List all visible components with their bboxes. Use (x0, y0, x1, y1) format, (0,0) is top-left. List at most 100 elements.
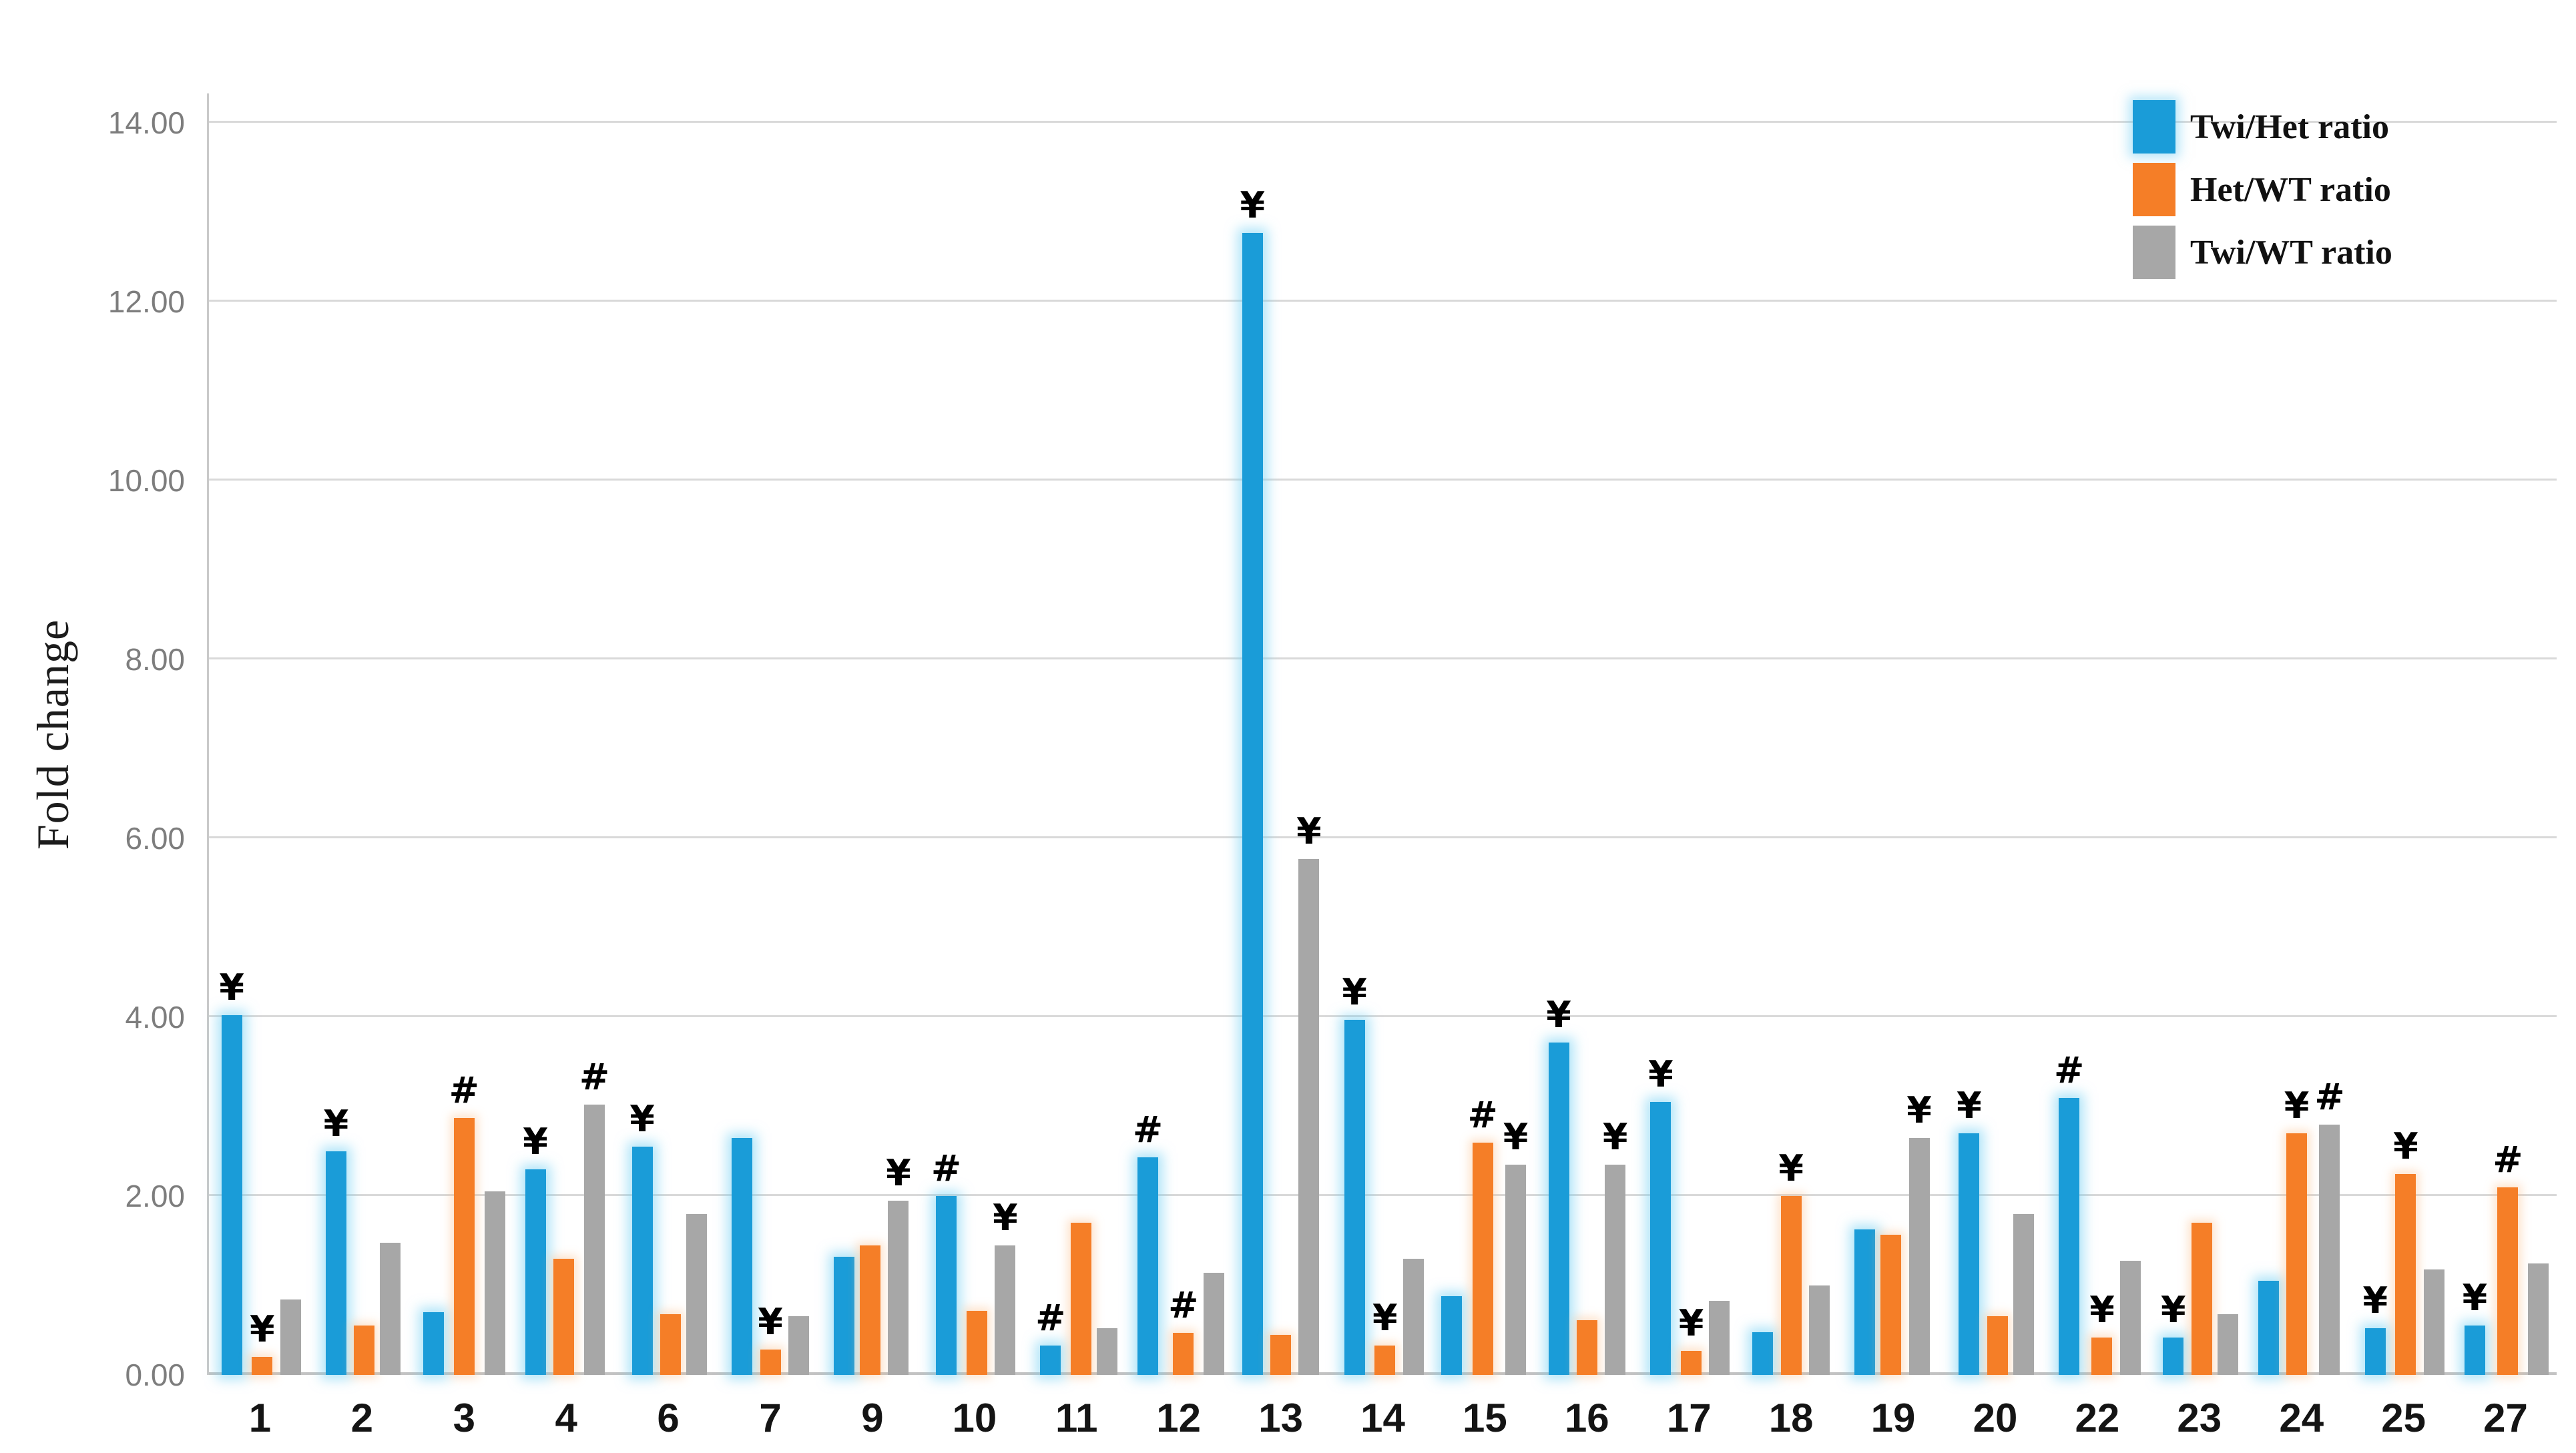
bar-col (1987, 93, 2008, 1375)
significance-annotation: ¥ (323, 1103, 349, 1145)
significance-annotation: ¥ (1372, 1296, 1398, 1339)
significance-annotation: ¥ (1240, 184, 1266, 227)
bar-col: # (1168, 93, 1198, 1375)
bar-twi-het-ratio (423, 1312, 444, 1375)
significance-annotation: ¥ (886, 1151, 911, 1194)
bar-col (660, 93, 681, 1375)
significance-annotation: ¥ (2362, 1279, 2388, 1322)
gridline-y-14 (209, 121, 2557, 123)
bar-twi-het-ratio (325, 1151, 346, 1375)
significance-annotation: # (2314, 1075, 2345, 1118)
bar-col: ¥ (1546, 93, 1571, 1375)
significance-annotation: ¥ (1342, 971, 1367, 1014)
y-tick-label: 8.00 (125, 642, 185, 677)
x-tick-label: 2 (350, 1396, 374, 1440)
bar-col (423, 93, 444, 1375)
bar-group-20: ¥ (1945, 93, 2047, 1375)
significance-annotation: ¥ (1648, 1053, 1673, 1096)
bar-col: # (2314, 93, 2345, 1375)
bar-group-23: ¥ (2148, 93, 2250, 1375)
y-tick-label: 14.00 (107, 105, 185, 141)
bar-col: ¥ (323, 93, 349, 1375)
bar-col (1097, 93, 1118, 1375)
bar-twi-wt-ratio (2119, 1260, 2141, 1375)
bar-col (967, 93, 988, 1375)
x-tick-label: 23 (2177, 1396, 2222, 1440)
significance-annotation: ¥ (1957, 1085, 1982, 1127)
bar-col (1576, 93, 1597, 1375)
bar-col: # (579, 93, 609, 1375)
bar-col (380, 93, 401, 1375)
bar-twi-wt-ratio (2217, 1314, 2238, 1375)
bar-col: ¥ (2393, 93, 2418, 1375)
x-tick-label: 18 (1768, 1396, 1814, 1440)
bar-group-9: ¥ (821, 93, 923, 1375)
bar-col: ¥ (1679, 93, 1704, 1375)
bar-twi-wt-ratio (1505, 1165, 1527, 1375)
bar-col: # (1035, 93, 1065, 1375)
bar-col: ¥ (219, 93, 244, 1375)
bar-col: ¥ (1240, 93, 1266, 1375)
y-axis-title-wrap: Fold change (0, 93, 107, 1375)
bar-twi-het-ratio (525, 1169, 546, 1375)
significance-annotation: # (1467, 1093, 1498, 1136)
bar-col: ¥ (629, 93, 655, 1375)
bar-het-wt-ratio (1880, 1234, 1902, 1375)
significance-annotation: # (1132, 1109, 1164, 1151)
bar-twi-het-ratio (732, 1137, 753, 1375)
bar-twi-wt-ratio (1709, 1300, 1730, 1375)
significance-annotation: # (1035, 1296, 1066, 1339)
significance-annotation: ¥ (1602, 1116, 1628, 1159)
bar-het-wt-ratio (1681, 1350, 1702, 1375)
bar-group-27: ¥ # (2455, 93, 2557, 1375)
bar-col (2258, 93, 2279, 1375)
legend: Twi/Het ratio Het/WT ratio Twi/WT ratio (2133, 100, 2392, 279)
x-tick-label: 27 (2483, 1396, 2528, 1440)
bar-twi-wt-ratio (2528, 1263, 2549, 1375)
x-tick-label: 20 (1973, 1396, 2018, 1440)
x-tick-label: 17 (1666, 1396, 1712, 1440)
bar-het-wt-ratio (2497, 1187, 2519, 1375)
bar-col (1204, 93, 1225, 1375)
x-tick-label: 25 (2381, 1396, 2426, 1440)
bar-het-wt-ratio (2191, 1223, 2212, 1375)
bar-group-11: # (1025, 93, 1127, 1375)
x-tick-label: 16 (1564, 1396, 1609, 1440)
significance-annotation: ¥ (2462, 1277, 2488, 1320)
gridline-y-4 (209, 1015, 2557, 1018)
bar-group-15: # ¥ (1434, 93, 1536, 1375)
bar-group-24: ¥ # (2250, 93, 2352, 1375)
y-tick-label: 12.00 (107, 284, 185, 320)
significance-annotation: ¥ (1906, 1089, 1932, 1131)
bar-col: ¥ (1648, 93, 1673, 1375)
bar-col: ¥ (2161, 93, 2186, 1375)
y-axis-title: Fold change (27, 619, 79, 850)
x-tick-label: 9 (861, 1396, 884, 1440)
significance-annotation: # (2053, 1049, 2085, 1091)
bar-col (1854, 93, 1876, 1375)
bar-twi-het-ratio (1650, 1102, 1671, 1375)
significance-annotation: ¥ (1678, 1301, 1704, 1344)
bar-twi-het-ratio (1854, 1229, 1876, 1375)
bar-twi-wt-ratio (1204, 1273, 1225, 1375)
significance-annotation: ¥ (629, 1098, 655, 1141)
significance-annotation: # (449, 1069, 479, 1112)
bar-twi-wt-ratio (995, 1245, 1016, 1375)
bar-col (354, 93, 375, 1375)
bar-twi-wt-ratio (1808, 1285, 1830, 1375)
bar-col: ¥ (993, 93, 1018, 1375)
bar-col: ¥ (523, 93, 548, 1375)
bar-col: ¥ (1906, 93, 1932, 1375)
bar-twi-het-ratio (1548, 1042, 1569, 1375)
bar-group-25: ¥ ¥ (2352, 93, 2455, 1375)
significance-annotation: # (579, 1056, 610, 1099)
bar-het-wt-ratio (660, 1314, 681, 1375)
bar-col (2013, 93, 2034, 1375)
y-tick-label: 6.00 (125, 821, 185, 856)
significance-annotation: # (2493, 1138, 2523, 1181)
significance-annotation: ¥ (523, 1120, 548, 1163)
x-tick-label: 10 (952, 1396, 997, 1440)
bar-group-17: ¥ ¥ (1638, 93, 1740, 1375)
significance-annotation: ¥ (1296, 810, 1322, 852)
bar-col (834, 93, 855, 1375)
